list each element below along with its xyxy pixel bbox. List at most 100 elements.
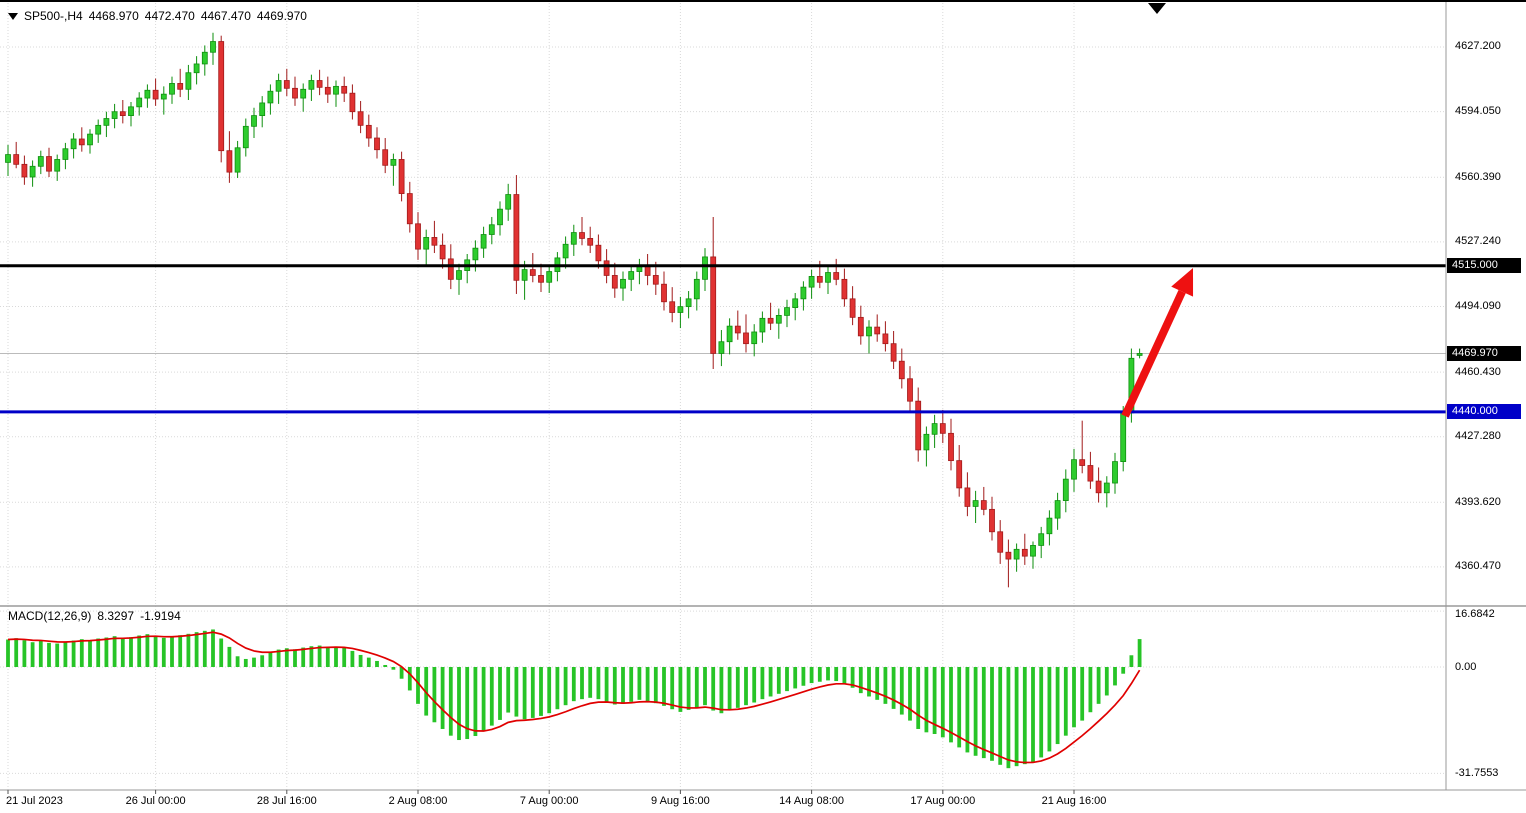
macd-histogram-bar bbox=[940, 667, 945, 738]
macd-histogram-bar bbox=[383, 664, 388, 667]
time-axis-label: 7 Aug 00:00 bbox=[519, 795, 579, 807]
macd-histogram-bar bbox=[875, 667, 880, 700]
candle-body-down bbox=[357, 111, 364, 126]
macd-histogram-bar bbox=[555, 667, 560, 710]
candle-body-down bbox=[743, 332, 749, 345]
candle-body-up bbox=[521, 269, 528, 281]
macd-histogram-bar bbox=[653, 667, 658, 704]
candle-body-up bbox=[784, 307, 790, 316]
candle-body-up bbox=[923, 433, 930, 451]
macd-histogram-bar bbox=[498, 667, 502, 720]
macd-histogram-bar bbox=[612, 667, 617, 705]
macd-signal-line bbox=[7, 631, 1141, 764]
macd-histogram-bar bbox=[850, 667, 855, 688]
candle-body-down bbox=[734, 325, 741, 334]
macd-histogram-bar bbox=[137, 635, 142, 667]
price-axis-label: 4360.470 bbox=[1455, 560, 1501, 573]
candle-body-down bbox=[603, 260, 610, 276]
candle-body-up bbox=[718, 341, 725, 354]
macd-histogram-bar bbox=[120, 638, 125, 667]
candle-body-down bbox=[997, 531, 1004, 553]
macd-histogram-bar bbox=[342, 647, 347, 667]
candle-body-up bbox=[972, 500, 979, 507]
candle-body-down bbox=[1079, 459, 1086, 466]
trend-arrow-shaft[interactable] bbox=[1121, 289, 1186, 418]
macd-histogram-bar bbox=[703, 667, 707, 706]
macd-histogram-bar bbox=[424, 667, 429, 716]
candle-body-down bbox=[431, 237, 438, 246]
macd-histogram-bar bbox=[1080, 667, 1085, 721]
candle-body-down bbox=[218, 41, 225, 152]
macd-histogram-bar bbox=[842, 667, 847, 684]
candle-body-up bbox=[308, 80, 315, 90]
candle-body-up bbox=[1103, 482, 1110, 494]
macd-histogram-bar bbox=[489, 667, 494, 726]
candle-body-down bbox=[349, 92, 356, 113]
macd-histogram-bar bbox=[1006, 667, 1011, 769]
macd-histogram-bar bbox=[637, 667, 642, 700]
macd-histogram-bar bbox=[1014, 667, 1019, 767]
trend-arrow-head[interactable] bbox=[1171, 268, 1194, 297]
candle-body-up bbox=[775, 315, 782, 324]
macd-histogram-bar bbox=[768, 667, 773, 697]
candle-body-down bbox=[956, 460, 963, 489]
macd-histogram-bar bbox=[104, 637, 109, 667]
macd-histogram-bar bbox=[293, 649, 297, 667]
candle-body-down bbox=[890, 343, 897, 362]
candle-body-down bbox=[661, 283, 667, 303]
macd-histogram-bar bbox=[391, 667, 396, 670]
macd-histogram-bar bbox=[629, 667, 634, 702]
macd-histogram-bar bbox=[96, 638, 101, 667]
macd-histogram-bar bbox=[268, 652, 273, 667]
candle-body-down bbox=[226, 150, 233, 173]
macd-histogram-bar bbox=[407, 667, 412, 691]
macd-histogram-bar bbox=[1096, 667, 1101, 704]
candle-body-down bbox=[898, 360, 905, 380]
candle-body-up bbox=[169, 83, 175, 95]
candle-body-up bbox=[267, 90, 274, 104]
macd-histogram-bar bbox=[1022, 667, 1027, 765]
candle-body-up bbox=[136, 97, 143, 108]
macd-histogram-bar bbox=[571, 667, 576, 702]
ohlc-high-value: 4472.470 bbox=[144, 9, 195, 23]
candle-body-down bbox=[21, 163, 28, 178]
chart-shift-marker-icon[interactable] bbox=[1148, 3, 1166, 14]
candle-body-down bbox=[1095, 480, 1102, 494]
candle-body-up bbox=[808, 276, 815, 288]
macd-histogram-bar bbox=[260, 655, 265, 667]
macd-histogram-bar bbox=[317, 645, 322, 667]
macd-histogram-bar bbox=[973, 667, 978, 756]
macd-histogram-bar bbox=[202, 630, 207, 667]
ohlc-low-value: 4467.470 bbox=[200, 9, 251, 23]
macd-histogram-bar bbox=[14, 638, 19, 667]
candle-body-up bbox=[251, 115, 257, 127]
macd-histogram-bar bbox=[694, 667, 699, 708]
macd-histogram-bar bbox=[309, 646, 314, 667]
candle-body-up bbox=[390, 159, 397, 166]
candle-body-down bbox=[382, 149, 389, 166]
candle-body-down bbox=[857, 316, 864, 337]
macd-indicator-label: MACD(12,26,9) 8.3297 -1.9194 bbox=[8, 609, 181, 623]
price-axis-label: 4494.090 bbox=[1455, 299, 1501, 312]
candle-body-down bbox=[948, 432, 954, 462]
macd-histogram-bar bbox=[678, 667, 683, 712]
candle-body-up bbox=[87, 133, 93, 146]
macd-histogram-bar bbox=[817, 667, 822, 682]
macd-histogram-bar bbox=[506, 667, 511, 713]
time-axis-label: 14 Aug 08:00 bbox=[779, 795, 845, 807]
macd-histogram-bar bbox=[965, 667, 970, 753]
price-axis-label: 4393.620 bbox=[1455, 495, 1501, 508]
candle-body-up bbox=[759, 317, 766, 333]
macd-histogram-bar bbox=[334, 646, 338, 667]
macd-histogram-bar bbox=[891, 667, 896, 709]
candle-body-down bbox=[1005, 551, 1012, 560]
macd-histogram-bar bbox=[949, 667, 953, 743]
candle-body-down bbox=[119, 111, 126, 117]
macd-histogram-bar bbox=[981, 667, 986, 759]
candle-body-up bbox=[570, 232, 577, 245]
candle-body-up bbox=[693, 278, 700, 300]
symbol-dropdown-icon[interactable] bbox=[8, 12, 18, 20]
macd-histogram-bar bbox=[55, 643, 60, 667]
